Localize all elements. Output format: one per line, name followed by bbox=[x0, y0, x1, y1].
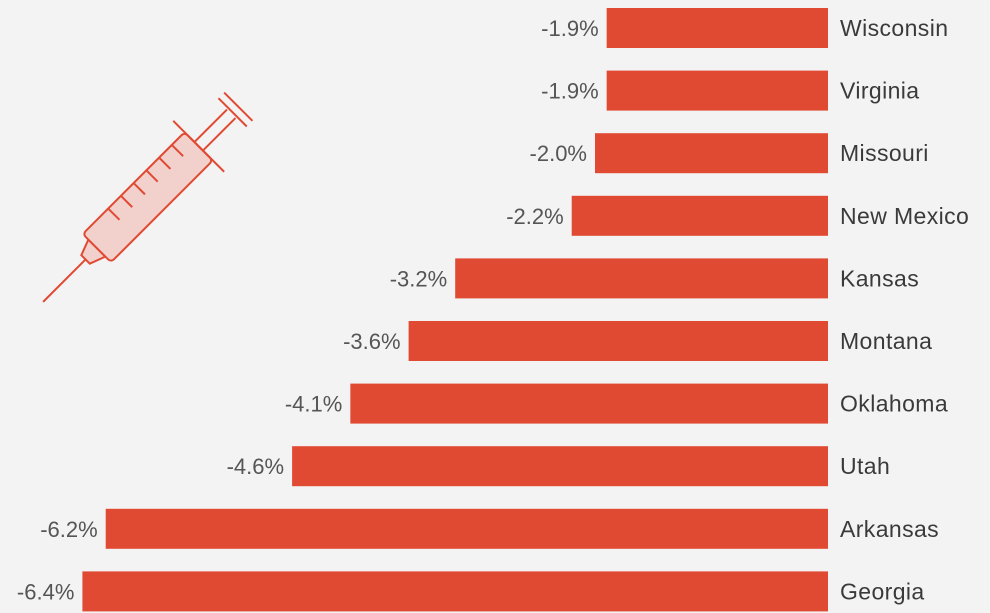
category-label: Missouri bbox=[840, 140, 929, 166]
bar-missouri bbox=[595, 133, 828, 174]
category-label: Utah bbox=[840, 453, 890, 479]
value-label: -1.9% bbox=[541, 16, 598, 41]
bar-arkansas bbox=[105, 508, 828, 549]
value-label: -6.2% bbox=[40, 517, 97, 542]
value-label: -3.2% bbox=[390, 266, 447, 291]
value-label: -4.1% bbox=[285, 392, 342, 417]
bar-oklahoma bbox=[350, 383, 828, 424]
category-label: Oklahoma bbox=[840, 391, 948, 417]
value-label: -2.0% bbox=[530, 141, 587, 166]
value-label: -4.6% bbox=[227, 454, 284, 479]
category-label: Arkansas bbox=[840, 516, 939, 542]
bar-georgia bbox=[82, 571, 828, 612]
value-label: -1.9% bbox=[541, 79, 598, 104]
value-label: -3.6% bbox=[343, 329, 400, 354]
bar-kansas bbox=[455, 258, 828, 299]
category-label: Kansas bbox=[840, 265, 919, 291]
bar-wisconsin bbox=[606, 8, 828, 48]
bar-new-mexico bbox=[571, 195, 828, 236]
category-label: Montana bbox=[840, 328, 932, 354]
category-label: Georgia bbox=[840, 578, 925, 604]
bar-utah bbox=[292, 446, 829, 487]
value-label: -2.2% bbox=[506, 204, 563, 229]
syringe-icon bbox=[42, 91, 254, 303]
category-label: New Mexico bbox=[840, 203, 969, 229]
bar-virginia bbox=[606, 70, 828, 111]
category-label: Virginia bbox=[840, 78, 920, 104]
value-label: -6.4% bbox=[17, 579, 74, 604]
bar-montana bbox=[408, 321, 828, 361]
category-label: Wisconsin bbox=[840, 15, 948, 41]
